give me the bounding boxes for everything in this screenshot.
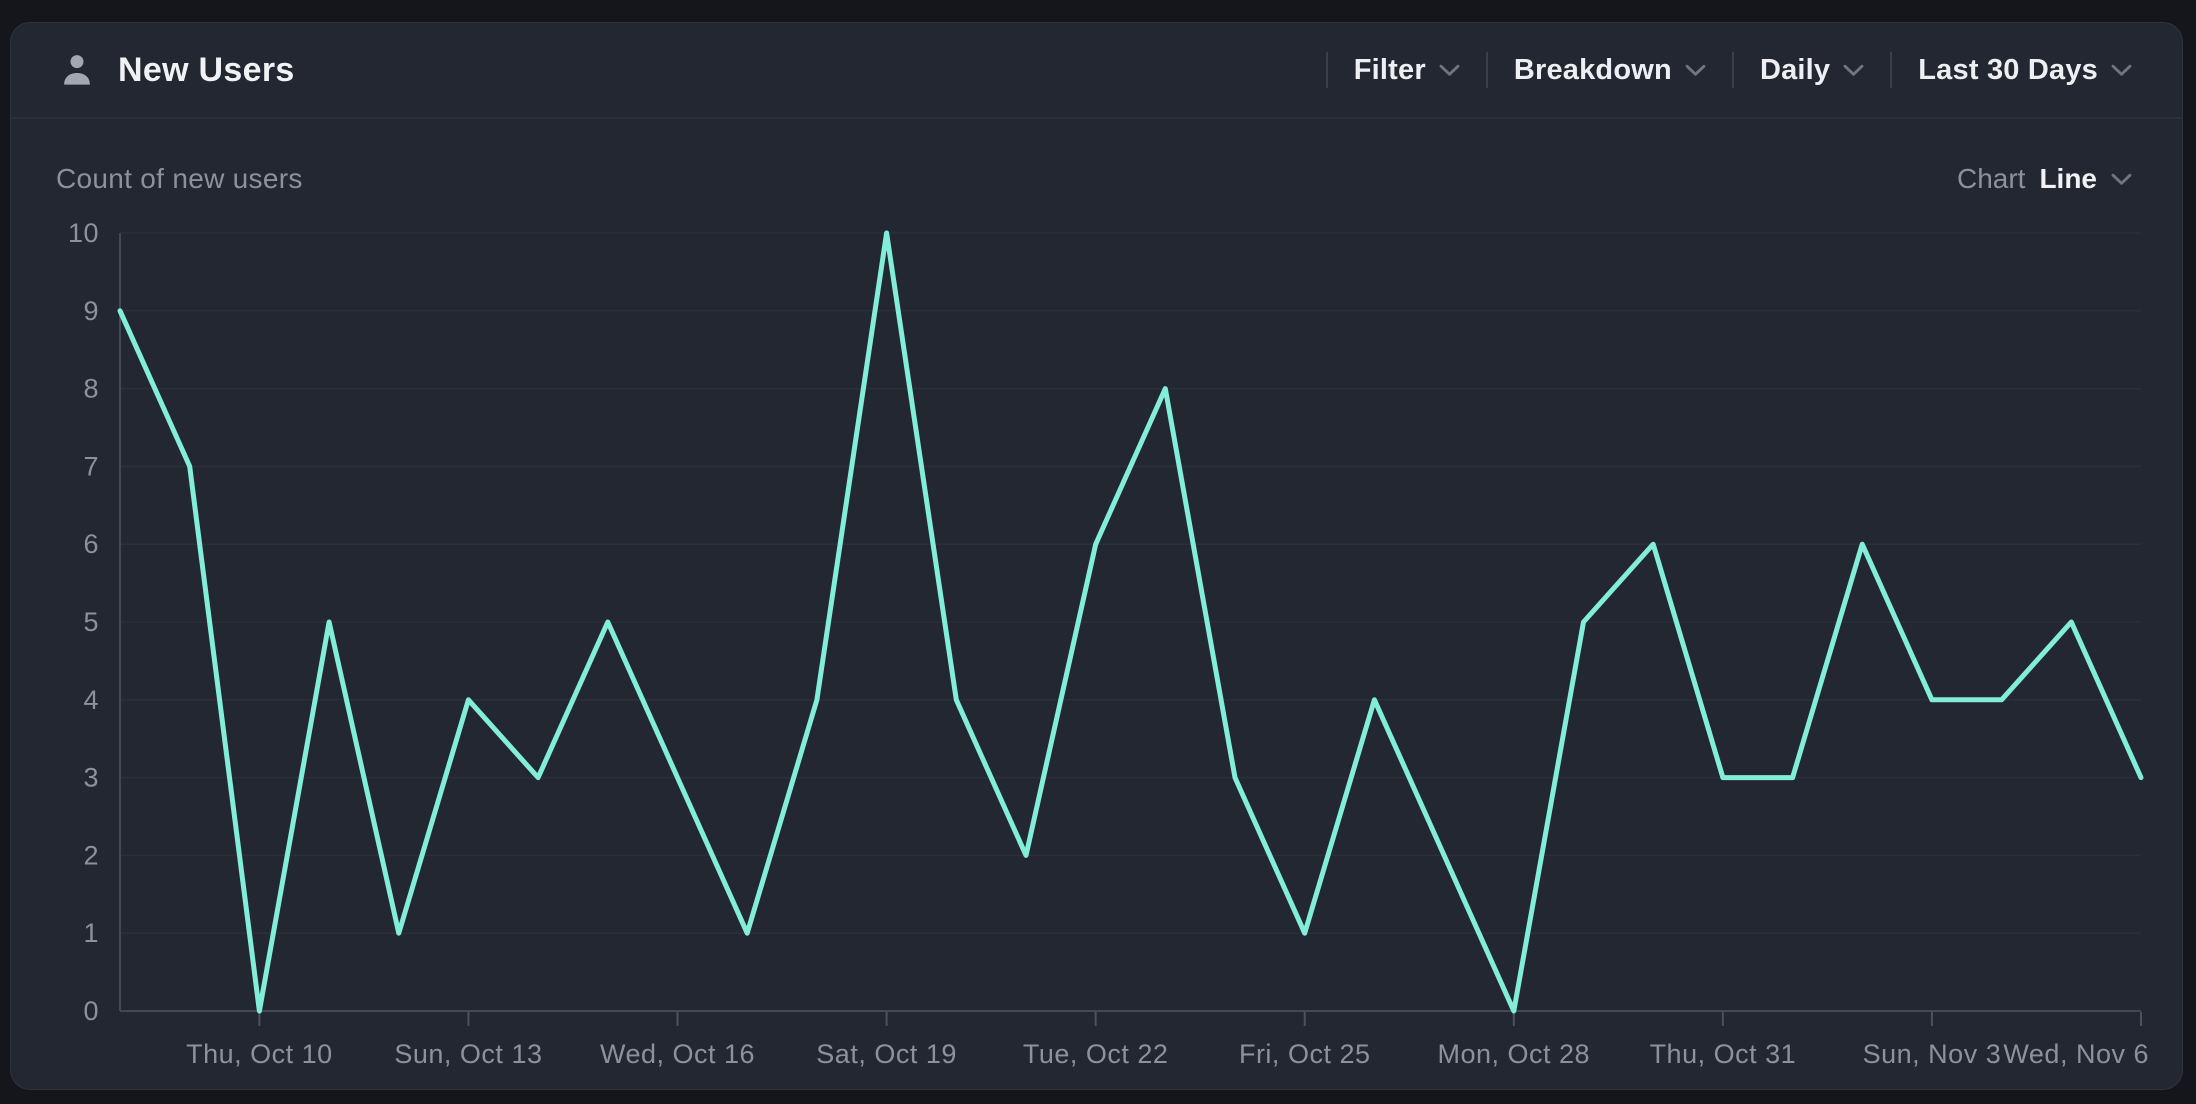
x-axis-label: Tue, Oct 22	[1023, 1039, 1169, 1069]
card-header: New Users Filter Breakdown Daily Last 30 Da…	[11, 23, 2182, 119]
x-axis-label: Sat, Oct 19	[816, 1039, 957, 1069]
line-series-new-users	[117, 230, 2144, 1014]
user-icon	[58, 51, 96, 89]
chart-type-value: Line	[2039, 163, 2097, 194]
chart-subtitle: Count of new users	[56, 163, 303, 194]
control-filter-label: Filter	[1353, 53, 1426, 86]
x-axis-label: Fri, Oct 25	[1239, 1039, 1371, 1069]
card-title: New Users	[118, 50, 295, 89]
x-axis-label: Sun, Oct 13	[394, 1039, 542, 1069]
y-axis-label-0: 0	[83, 996, 99, 1026]
control-date-range[interactable]: Last 30 Days	[1892, 54, 2132, 87]
chart-type-label: Chart	[1956, 163, 2026, 194]
y-axis-label-5: 5	[83, 607, 99, 637]
control-date-range-label: Last 30 Days	[1918, 53, 2098, 86]
x-axis-label: Sun, Nov 3	[1863, 1039, 2002, 1069]
y-axis-label-1: 1	[83, 918, 99, 948]
chevron-down-icon	[2111, 64, 2132, 77]
chevron-down-icon	[2111, 173, 2132, 186]
control-interval-label: Daily	[1759, 53, 1831, 86]
chart-toolbar: Count of new users Chart Line	[11, 119, 2182, 231]
control-breakdown[interactable]: Breakdown	[1488, 54, 1732, 87]
y-axis-label-3: 3	[83, 763, 99, 793]
y-axis-label-2: 2	[83, 840, 99, 870]
x-axis-label: Wed, Oct 16	[600, 1039, 755, 1069]
chevron-down-icon	[1843, 64, 1864, 77]
x-axis-label: Thu, Oct 31	[1650, 1039, 1797, 1069]
y-axis-label-6: 6	[83, 529, 99, 559]
control-divider	[1731, 52, 1734, 88]
header-controls: Filter Breakdown Daily Last 30 Days	[1325, 52, 2132, 88]
control-divider	[1890, 52, 1893, 88]
new-users-card: New Users Filter Breakdown Daily Last 30 Da…	[10, 22, 2183, 1090]
x-axis-label: Thu, Oct 10	[186, 1039, 333, 1069]
x-axis-label: Wed, Nov 6	[2003, 1039, 2149, 1069]
control-interval[interactable]: Daily	[1734, 54, 1890, 87]
chevron-down-icon	[1439, 64, 1460, 77]
y-axis-label-9: 9	[83, 296, 99, 326]
y-axis-label-8: 8	[83, 374, 99, 404]
chart-type-selector[interactable]: Chart Line	[1957, 163, 2132, 195]
y-axis-label-7: 7	[83, 451, 99, 481]
x-axis-label: Mon, Oct 28	[1438, 1039, 1591, 1069]
control-divider	[1325, 52, 1328, 88]
control-divider	[1485, 52, 1488, 88]
chevron-down-icon	[1685, 64, 1706, 77]
y-axis-label-4: 4	[83, 685, 99, 715]
card-header-left: New Users	[58, 51, 295, 90]
control-filter[interactable]: Filter	[1328, 54, 1486, 87]
control-breakdown-label: Breakdown	[1513, 53, 1672, 86]
